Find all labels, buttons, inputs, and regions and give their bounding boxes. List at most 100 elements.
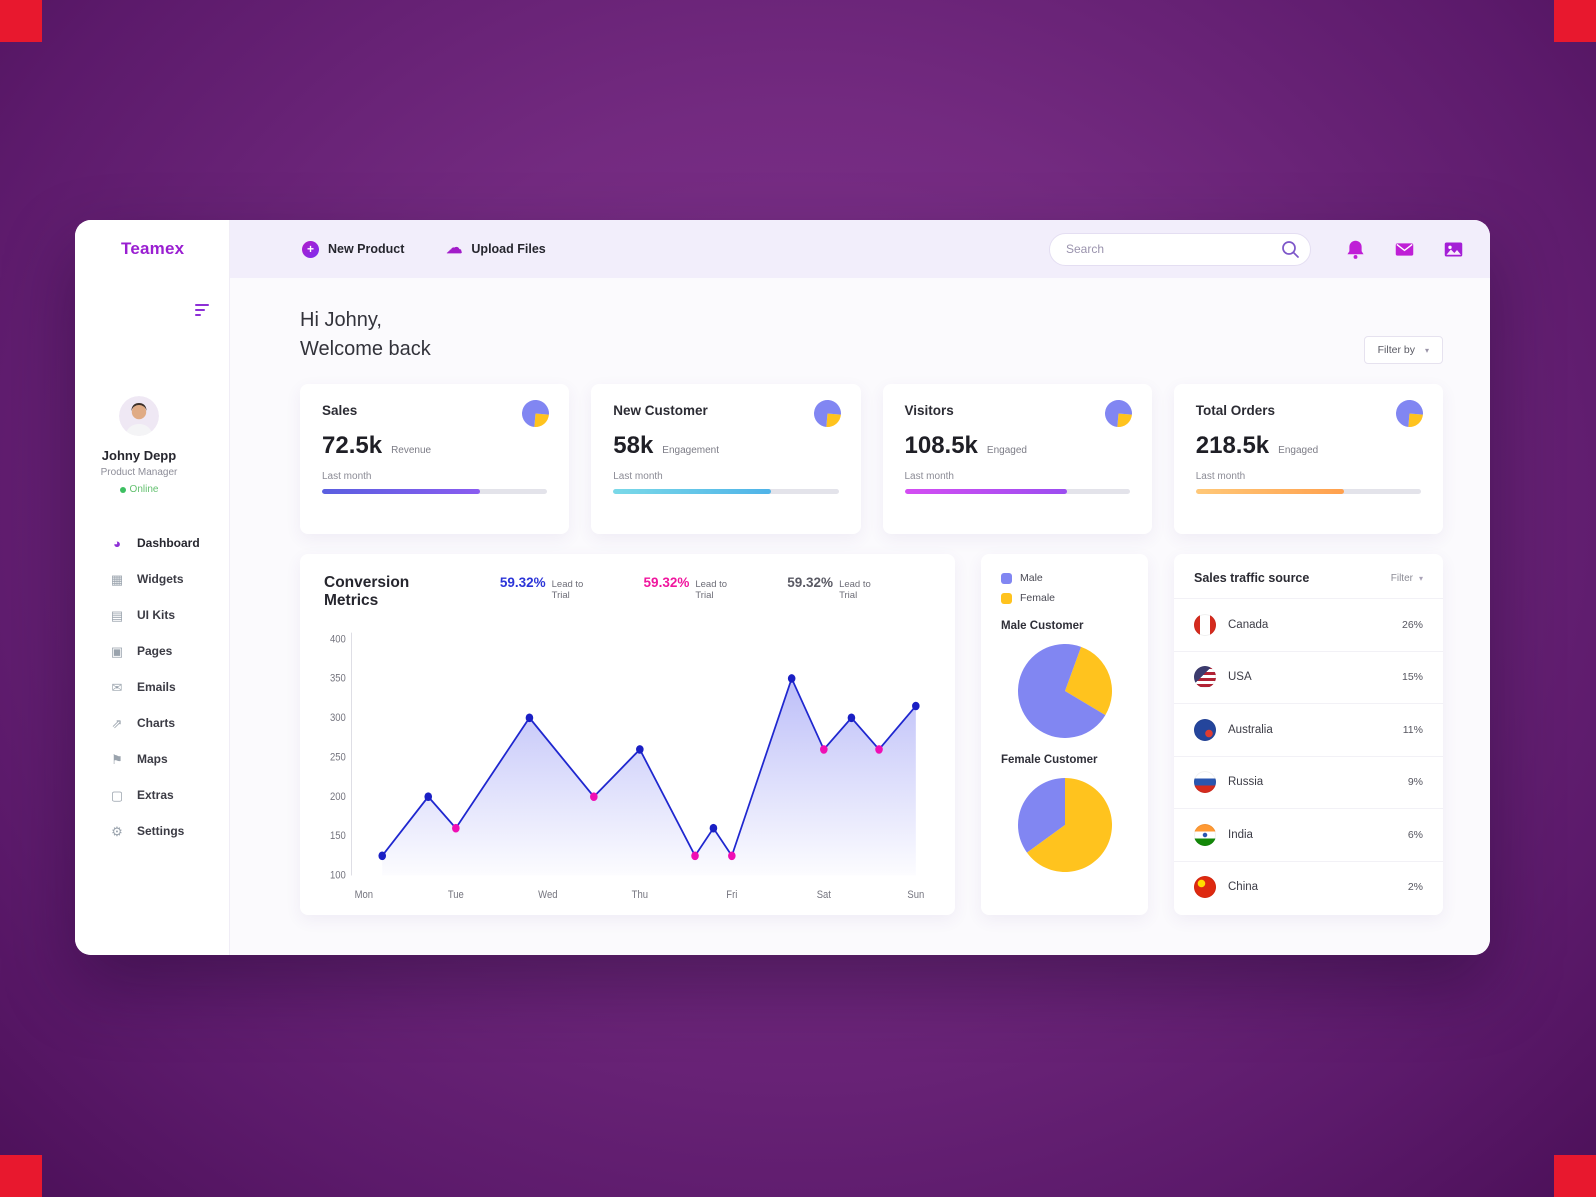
sidebar-item-label: UI Kits bbox=[137, 608, 176, 622]
traffic-filter-button[interactable]: Filter ▾ bbox=[1390, 572, 1423, 584]
progress-bar bbox=[613, 489, 839, 494]
country-name: India bbox=[1228, 828, 1253, 841]
male-customer-title: Male Customer bbox=[1001, 620, 1084, 632]
sidebar-item-label: Maps bbox=[137, 752, 168, 766]
sidebar-item-charts[interactable]: ⇗ Charts bbox=[109, 705, 229, 741]
stat-card-total-orders[interactable]: Total Orders 218.5k Engaged Last month bbox=[1173, 384, 1443, 534]
stat-unit: Engaged bbox=[986, 445, 1027, 456]
filter-by-button[interactable]: Filter by ▾ bbox=[1363, 336, 1443, 364]
corner-marker bbox=[0, 1155, 42, 1197]
stat-value: 72.5k bbox=[322, 432, 383, 459]
svg-text:Sun: Sun bbox=[907, 890, 924, 902]
user-name: Johny Depp bbox=[101, 448, 177, 463]
sidebar-item-extras[interactable]: ▢ Extras bbox=[109, 777, 229, 813]
female-customer-title: Female Customer bbox=[1001, 754, 1098, 766]
flag-russia-icon bbox=[1194, 771, 1216, 794]
stat-period: Last month bbox=[904, 471, 954, 482]
conversion-stat-3: 59.32% Lead to Trial bbox=[787, 575, 871, 601]
progress-bar bbox=[904, 489, 1130, 494]
traffic-row-china[interactable]: China 2% bbox=[1174, 860, 1443, 914]
sidebar-item-label: Settings bbox=[137, 824, 185, 838]
greeting-line1: Hi Johny, bbox=[300, 309, 382, 331]
female-customer-pie bbox=[1017, 778, 1112, 872]
traffic-row-usa[interactable]: USA 15% bbox=[1174, 650, 1443, 704]
stat-period: Last month bbox=[322, 471, 372, 482]
female-legend-swatch bbox=[1001, 592, 1012, 604]
sidebar-item-emails[interactable]: ✉ Emails bbox=[109, 669, 229, 705]
flag-india-icon bbox=[1194, 823, 1216, 846]
country-name: China bbox=[1228, 881, 1259, 894]
notifications-icon[interactable] bbox=[1345, 239, 1366, 260]
stat-card-visitors[interactable]: Visitors 108.5k Engaged Last month bbox=[882, 384, 1152, 534]
sidebar-item-pages[interactable]: ▣ Pages bbox=[109, 633, 229, 669]
upload-files-button[interactable]: ☁ Upload Files bbox=[446, 240, 546, 257]
traffic-row-australia[interactable]: Australia 11% bbox=[1174, 703, 1443, 756]
avatar[interactable] bbox=[119, 396, 159, 436]
sidebar-item-settings[interactable]: ⚙ Settings bbox=[109, 813, 229, 849]
topbar-icons bbox=[1345, 239, 1464, 260]
chevron-down-icon: ▾ bbox=[1424, 345, 1429, 355]
app-logo: Teamex bbox=[121, 239, 185, 258]
svg-text:200: 200 bbox=[330, 791, 346, 803]
stat-unit: Engaged bbox=[1278, 445, 1319, 456]
legend-male: Male bbox=[1001, 572, 1128, 584]
sales-traffic-card: Sales traffic source Filter ▾ Canada 26% US… bbox=[1174, 554, 1443, 915]
greeting-line2: Welcome back bbox=[300, 338, 431, 360]
traffic-row-india[interactable]: India 6% bbox=[1174, 808, 1443, 861]
svg-text:300: 300 bbox=[330, 713, 346, 725]
progress-bar bbox=[322, 489, 548, 494]
legend-female: Female bbox=[1001, 592, 1128, 604]
search-icon[interactable] bbox=[1280, 239, 1301, 260]
sidebar-item-label: Widgets bbox=[137, 572, 184, 586]
stat-title: Total Orders bbox=[1195, 403, 1276, 418]
sidebar-item-label: Dashboard bbox=[137, 536, 200, 550]
stat-card-new-customer[interactable]: New Customer 58k Engagement Last month bbox=[591, 384, 861, 534]
svg-text:350: 350 bbox=[330, 673, 346, 685]
stat-unit: Engagement bbox=[662, 445, 720, 456]
svg-text:400: 400 bbox=[330, 634, 346, 646]
stat-unit: Revenue bbox=[391, 445, 432, 456]
new-product-button[interactable]: + New Product bbox=[302, 240, 404, 258]
traffic-rows: Canada 26% USA 15% Australia 11% Russia 9% India… bbox=[1174, 598, 1443, 913]
user-role: Product Manager bbox=[100, 467, 178, 478]
stat-value: 218.5k bbox=[1195, 432, 1270, 459]
flag-usa-icon bbox=[1194, 666, 1216, 689]
pie-icon bbox=[522, 400, 550, 427]
sidebar-item-widgets[interactable]: ▦ Widgets bbox=[109, 561, 229, 597]
pie-icon bbox=[1396, 400, 1423, 427]
corner-marker bbox=[1554, 1155, 1596, 1197]
widgets-row: Conversion Metrics 59.32% Lead to Trial … bbox=[300, 554, 1443, 915]
stat-period: Last month bbox=[1195, 471, 1246, 482]
flag-canada-icon bbox=[1194, 613, 1216, 636]
traffic-title: Sales traffic source bbox=[1194, 571, 1310, 585]
stat-card-sales[interactable]: Sales 72.5k Revenue Last month bbox=[300, 384, 570, 534]
media-icon[interactable] bbox=[1443, 239, 1464, 260]
sidebar-item-ui-kits[interactable]: ▤ UI Kits bbox=[109, 597, 229, 633]
traffic-row-russia[interactable]: Russia 9% bbox=[1174, 755, 1443, 809]
pie-icon bbox=[813, 400, 841, 427]
sidebar-item-maps[interactable]: ⚑ Maps bbox=[109, 741, 229, 777]
male-customer-pie bbox=[1017, 644, 1112, 738]
search-input[interactable] bbox=[1049, 232, 1311, 266]
menu-toggle-icon[interactable] bbox=[195, 304, 211, 319]
sidebar-item-label: Extras bbox=[137, 788, 174, 802]
user-status: Online bbox=[75, 484, 203, 495]
stat-title: New Customer bbox=[613, 403, 708, 418]
country-share: 26% bbox=[1401, 618, 1423, 631]
traffic-row-canada[interactable]: Canada 26% bbox=[1174, 598, 1443, 651]
cloud-upload-icon: ☁ bbox=[446, 240, 463, 257]
chevron-down-icon: ▾ bbox=[1418, 573, 1423, 583]
conversion-stat-2: 59.32% Lead to Trial bbox=[643, 575, 728, 601]
settings-icon: ⚙ bbox=[111, 823, 123, 839]
svg-text:Mon: Mon bbox=[355, 890, 373, 902]
stat-cards-row: Sales 72.5k Revenue Last month New Custo… bbox=[300, 384, 1443, 534]
country-share: 2% bbox=[1407, 881, 1423, 894]
sidebar-item-dashboard[interactable]: ◕ Dashboard bbox=[109, 525, 229, 561]
stat-title: Visitors bbox=[904, 403, 954, 418]
gender-card: Male Female Male Customer Female Custome… bbox=[981, 554, 1148, 915]
pages-icon: ▣ bbox=[110, 643, 124, 659]
messages-icon[interactable] bbox=[1394, 239, 1415, 260]
conversion-title: Conversion Metrics bbox=[324, 574, 410, 609]
svg-text:250: 250 bbox=[330, 752, 346, 764]
maps-icon: ⚑ bbox=[111, 751, 123, 767]
